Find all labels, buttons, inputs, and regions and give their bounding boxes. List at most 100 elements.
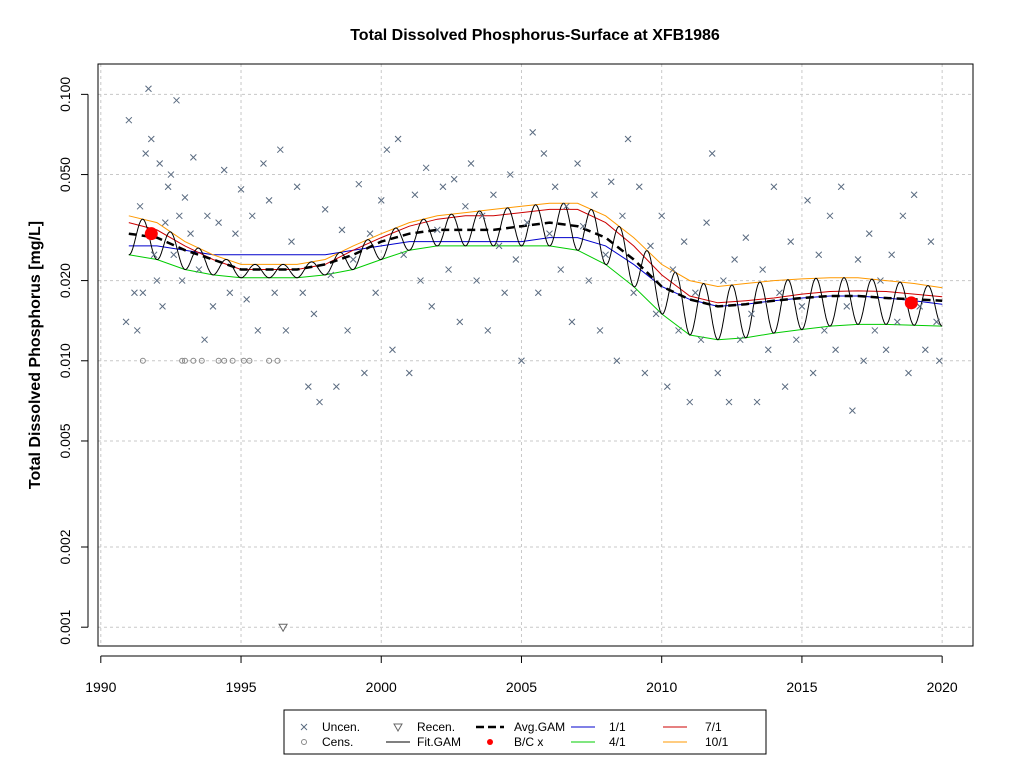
uncensored-point <box>139 289 147 297</box>
uncensored-point <box>377 197 385 204</box>
legend-item: Avg.GAM <box>476 720 565 734</box>
censored-point <box>221 357 228 364</box>
uncensored-point-stroke <box>764 346 772 354</box>
uncensored-point <box>680 238 688 245</box>
uncensored-point <box>865 230 873 238</box>
uncensored-point-stroke <box>355 180 363 188</box>
uncensored-point <box>276 146 284 154</box>
uncensored-point <box>164 183 172 191</box>
uncensored-point-stroke <box>759 266 767 273</box>
uncensored-point-stroke <box>422 164 430 172</box>
uncensored-point-stroke <box>383 146 391 154</box>
uncensored-point-stroke <box>708 150 716 157</box>
uncensored-point-stroke <box>720 277 727 284</box>
uncensored-point-stroke <box>523 219 531 226</box>
uncensored-point <box>462 202 469 210</box>
uncensored-point-stroke <box>299 289 307 297</box>
x-tick-label: 2000 <box>366 679 397 695</box>
uncensored-point <box>759 266 767 273</box>
legend-label: Fit.GAM <box>417 735 461 749</box>
uncensored-point <box>383 146 391 154</box>
uncensored-point-stroke <box>473 277 480 284</box>
uncensored-point-stroke <box>293 183 301 191</box>
censored-point <box>274 357 281 364</box>
legend-label: Avg.GAM <box>514 720 565 734</box>
series-line-fit-gam <box>128 202 943 341</box>
uncensored-point <box>697 336 705 344</box>
uncensored-point <box>624 135 632 143</box>
uncensored-point <box>170 251 178 259</box>
legend-label: B/C x <box>514 735 543 749</box>
uncensored-point-stroke <box>411 191 419 199</box>
uncensored-point <box>417 277 424 284</box>
uncensored-point <box>736 336 744 344</box>
uncensored-point <box>692 289 699 297</box>
uncensored-point <box>349 256 357 263</box>
uncensored-point-stroke <box>619 212 626 220</box>
uncensored-point-stroke <box>506 171 514 178</box>
uncensored-point <box>467 160 475 167</box>
uncensored-point <box>591 191 598 199</box>
uncensored-point-stroke <box>195 266 203 273</box>
uncensored-point-stroke <box>316 398 323 406</box>
legend-label: Recen. <box>417 720 455 734</box>
legend-item: Cens. <box>301 735 353 749</box>
uncensored-point <box>540 150 548 157</box>
uncensored-point <box>248 212 256 220</box>
y-tick-label: 0.010 <box>57 343 73 378</box>
uncensored-point <box>254 327 262 334</box>
uncensored-point <box>506 171 514 178</box>
uncensored-point-stroke <box>675 327 682 334</box>
uncensored-point-stroke <box>377 197 385 204</box>
uncensored-point-stroke <box>910 191 918 199</box>
uncensored-point <box>361 369 368 377</box>
uncensored-point <box>473 277 480 284</box>
uncensored-point-stroke <box>467 160 475 167</box>
uncensored-point-stroke <box>260 160 267 167</box>
legend-box <box>283 709 767 755</box>
uncensored-point <box>753 398 761 406</box>
uncensored-point <box>647 242 654 250</box>
uncensored-point-stroke <box>557 266 565 273</box>
uncensored-point-stroke <box>585 277 593 284</box>
uncensored-point <box>770 183 778 191</box>
uncensored-point-stroke <box>175 212 183 220</box>
censored-point <box>215 357 222 364</box>
uncensored-point-stroke <box>568 318 576 326</box>
uncensored-point <box>450 175 458 183</box>
uncensored-point <box>781 383 789 390</box>
uncensored-point-stroke <box>776 289 783 297</box>
y-axis: 0.001 0.002 0.005 0.010 0.020 0.050 0.100 <box>57 77 89 645</box>
uncensored-point-stroke <box>562 202 570 210</box>
legend-item: 1/1 <box>571 720 626 734</box>
uncensored-point-stroke <box>860 357 867 365</box>
y-tick-label: 0.002 <box>57 529 73 564</box>
uncensored-point <box>187 230 194 238</box>
uncensored-point-stroke <box>150 251 158 259</box>
uncensored-point <box>456 318 464 326</box>
uncensored-point-stroke <box>725 398 733 406</box>
legend-label: Uncen. <box>322 720 360 734</box>
grid <box>98 64 973 646</box>
uncensored-point-stroke <box>546 230 553 238</box>
uncensored-point <box>916 303 924 310</box>
uncensored-point <box>619 212 626 220</box>
uncensored-point <box>854 256 862 263</box>
uncensored-point-stroke <box>579 222 587 230</box>
uncensored-point-stroke <box>641 369 649 377</box>
uncensored-point <box>720 277 727 284</box>
uncensored-point <box>748 310 755 318</box>
uncensored-point-stroke <box>804 197 811 204</box>
uncensored-point-stroke <box>439 183 447 191</box>
uncensored-point-stroke <box>647 242 654 250</box>
uncensored-point <box>389 346 396 354</box>
bc-point <box>904 296 918 310</box>
uncensored-point-stroke <box>164 183 172 191</box>
recensored-point <box>278 623 288 633</box>
legend-label: 10/1 <box>705 735 729 749</box>
uncensored-point <box>568 318 576 326</box>
series-layer <box>128 202 943 341</box>
uncensored-point <box>310 310 318 318</box>
uncensored-point-stroke <box>837 183 845 191</box>
uncensored-point-stroke <box>714 369 722 377</box>
